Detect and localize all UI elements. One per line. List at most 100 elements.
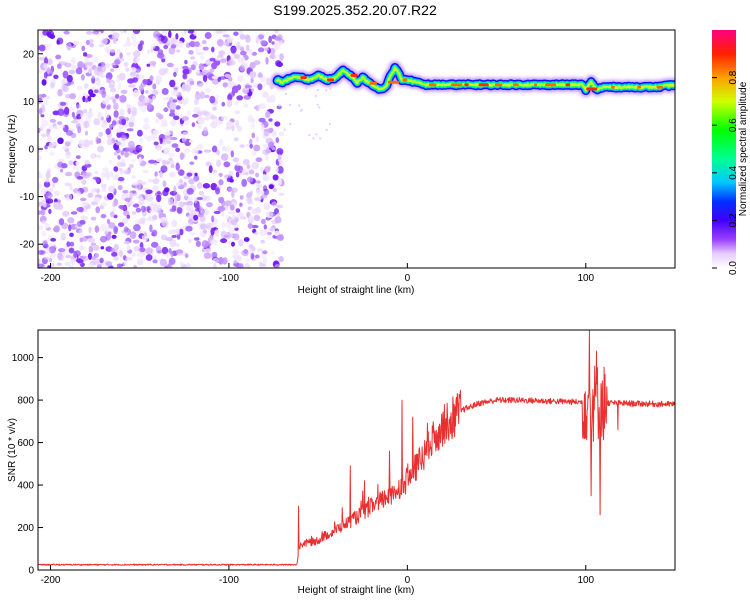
noise-speckle <box>161 58 166 63</box>
noise-speckle <box>69 265 74 268</box>
noise-speckle <box>136 252 145 258</box>
noise-speckle <box>135 58 141 63</box>
noise-speckle <box>182 68 190 75</box>
noise-speckle <box>38 258 41 266</box>
noise-speckle <box>209 122 217 128</box>
noise-speckle <box>155 146 162 151</box>
noise-speckle <box>93 118 101 126</box>
noise-speckle <box>145 254 153 261</box>
noise-speckle <box>132 239 140 244</box>
noise-speckle <box>255 36 260 44</box>
noise-speckle <box>221 200 226 207</box>
noise-speckle <box>171 143 179 148</box>
noise-speckle <box>175 162 180 171</box>
noise-speckle <box>278 256 284 263</box>
noise-speckle <box>276 166 284 174</box>
colorbar-label: Normalized spectral amplitude <box>738 81 749 216</box>
noise-speckle <box>69 108 75 112</box>
noise-speckle <box>101 99 109 105</box>
colorbar: 0.0 0.2 0.4 0.6 0.8 Normalized spectral ampl… <box>712 30 749 275</box>
noise-speckle <box>176 228 180 236</box>
noise-speckle <box>216 39 224 47</box>
noise-speckle <box>76 258 84 264</box>
noise-speckle <box>70 259 76 264</box>
noise-speckle <box>128 84 136 88</box>
noise-speckle <box>253 214 261 221</box>
noise-speckle <box>101 37 108 45</box>
noise-speckle <box>212 106 217 111</box>
noise-speckle <box>89 43 94 48</box>
noise-speckle <box>168 171 177 178</box>
noise-speckle <box>155 158 163 163</box>
noise-speckle <box>262 91 269 98</box>
noise-speckle <box>38 69 44 74</box>
noise-speckle <box>202 46 209 51</box>
noise-speckle <box>168 152 176 158</box>
noise-speckle <box>81 45 86 52</box>
noise-speckle <box>196 143 204 150</box>
noise-speckle <box>230 46 237 55</box>
noise-speckle <box>155 118 159 124</box>
noise-speckle <box>79 245 84 251</box>
noise-speckle <box>83 120 90 129</box>
noise-speckle <box>196 69 201 75</box>
noise-speckle <box>125 202 131 207</box>
spectrogram-x-ticks: -200 -100 0 100 <box>40 263 595 284</box>
noise-speckle <box>53 74 59 80</box>
noise-speckle <box>174 193 181 202</box>
noise-speckle <box>77 117 84 125</box>
noise-speckle <box>202 183 211 189</box>
noise-speckle <box>120 205 127 211</box>
noise-speckle <box>249 71 257 79</box>
noise-speckle <box>40 208 46 216</box>
noise-speckle <box>260 166 264 173</box>
noise-speckle <box>45 200 51 205</box>
noise-speckle <box>99 235 108 243</box>
noise-speckle <box>157 114 164 120</box>
noise-speckle <box>61 234 66 238</box>
noise-speckle <box>218 50 226 56</box>
noise-speckle <box>123 210 130 217</box>
noise-speckle <box>261 218 266 225</box>
noise-speckle <box>215 187 220 195</box>
noise-speckle <box>138 197 144 204</box>
noise-speckle <box>172 99 178 103</box>
noise-speckle <box>176 243 180 248</box>
noise-speckle <box>178 200 185 209</box>
noise-speckle <box>101 187 107 192</box>
noise-speckle <box>205 202 213 208</box>
noise-speckle <box>152 30 161 39</box>
noise-speckle <box>49 118 57 123</box>
noise-speckle <box>139 84 144 92</box>
noise-speckle <box>86 111 94 118</box>
noise-speckle <box>71 64 76 70</box>
noise-speckle <box>108 185 116 193</box>
noise-speckle <box>193 214 199 221</box>
noise-speckle <box>222 82 228 88</box>
noise-speckle <box>196 196 203 201</box>
noise-speckle <box>249 62 256 69</box>
ridge-peak-hotspot <box>494 83 503 87</box>
noise-speckle <box>46 192 53 199</box>
ridge-peak-hotspot <box>533 83 538 87</box>
noise-speckle <box>89 139 94 146</box>
noise-speckle <box>203 126 208 135</box>
noise-speckle <box>43 181 51 188</box>
noise-speckle <box>151 241 159 248</box>
noise-speckle <box>261 124 265 132</box>
noise-speckle <box>146 63 151 67</box>
noise-speckle <box>146 194 154 203</box>
noise-speckle <box>161 88 169 95</box>
noise-speckle <box>57 108 65 116</box>
noise-speckle <box>49 262 55 268</box>
noise-speckle <box>82 255 89 262</box>
noise-speckle <box>46 31 52 37</box>
noise-speckle <box>82 109 88 114</box>
noise-speckle <box>94 225 100 233</box>
noise-speckle <box>84 130 89 136</box>
noise-speckle <box>308 133 311 137</box>
noise-speckle <box>218 172 223 177</box>
noise-speckle <box>62 210 70 217</box>
noise-speckle <box>119 249 123 258</box>
noise-speckle <box>157 250 163 254</box>
